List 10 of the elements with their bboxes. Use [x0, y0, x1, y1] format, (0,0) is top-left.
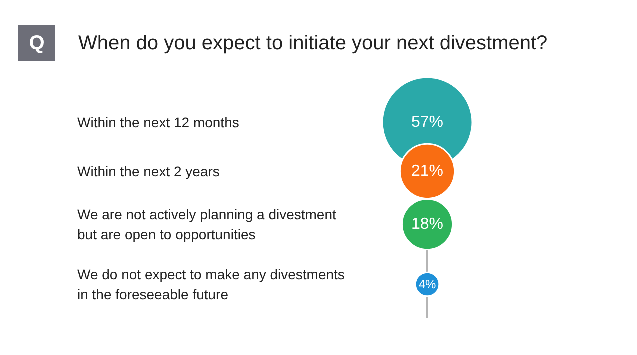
data-label: 21% [411, 163, 444, 180]
category-label: We are not actively planning a divestment but are open to opportunities [78, 206, 336, 242]
data-label: 4% [418, 278, 436, 292]
category-label: Within the next 12 months [78, 114, 240, 130]
data-label: 18% [411, 216, 444, 233]
category-label: Within the next 2 years [78, 164, 220, 180]
text: Q [29, 32, 45, 54]
text: When do you expect to initiate your next divestment? [78, 32, 548, 54]
category-label: We do not expect to make any divestments in the foreseeable future [78, 266, 345, 302]
data-label: 57% [411, 114, 444, 131]
